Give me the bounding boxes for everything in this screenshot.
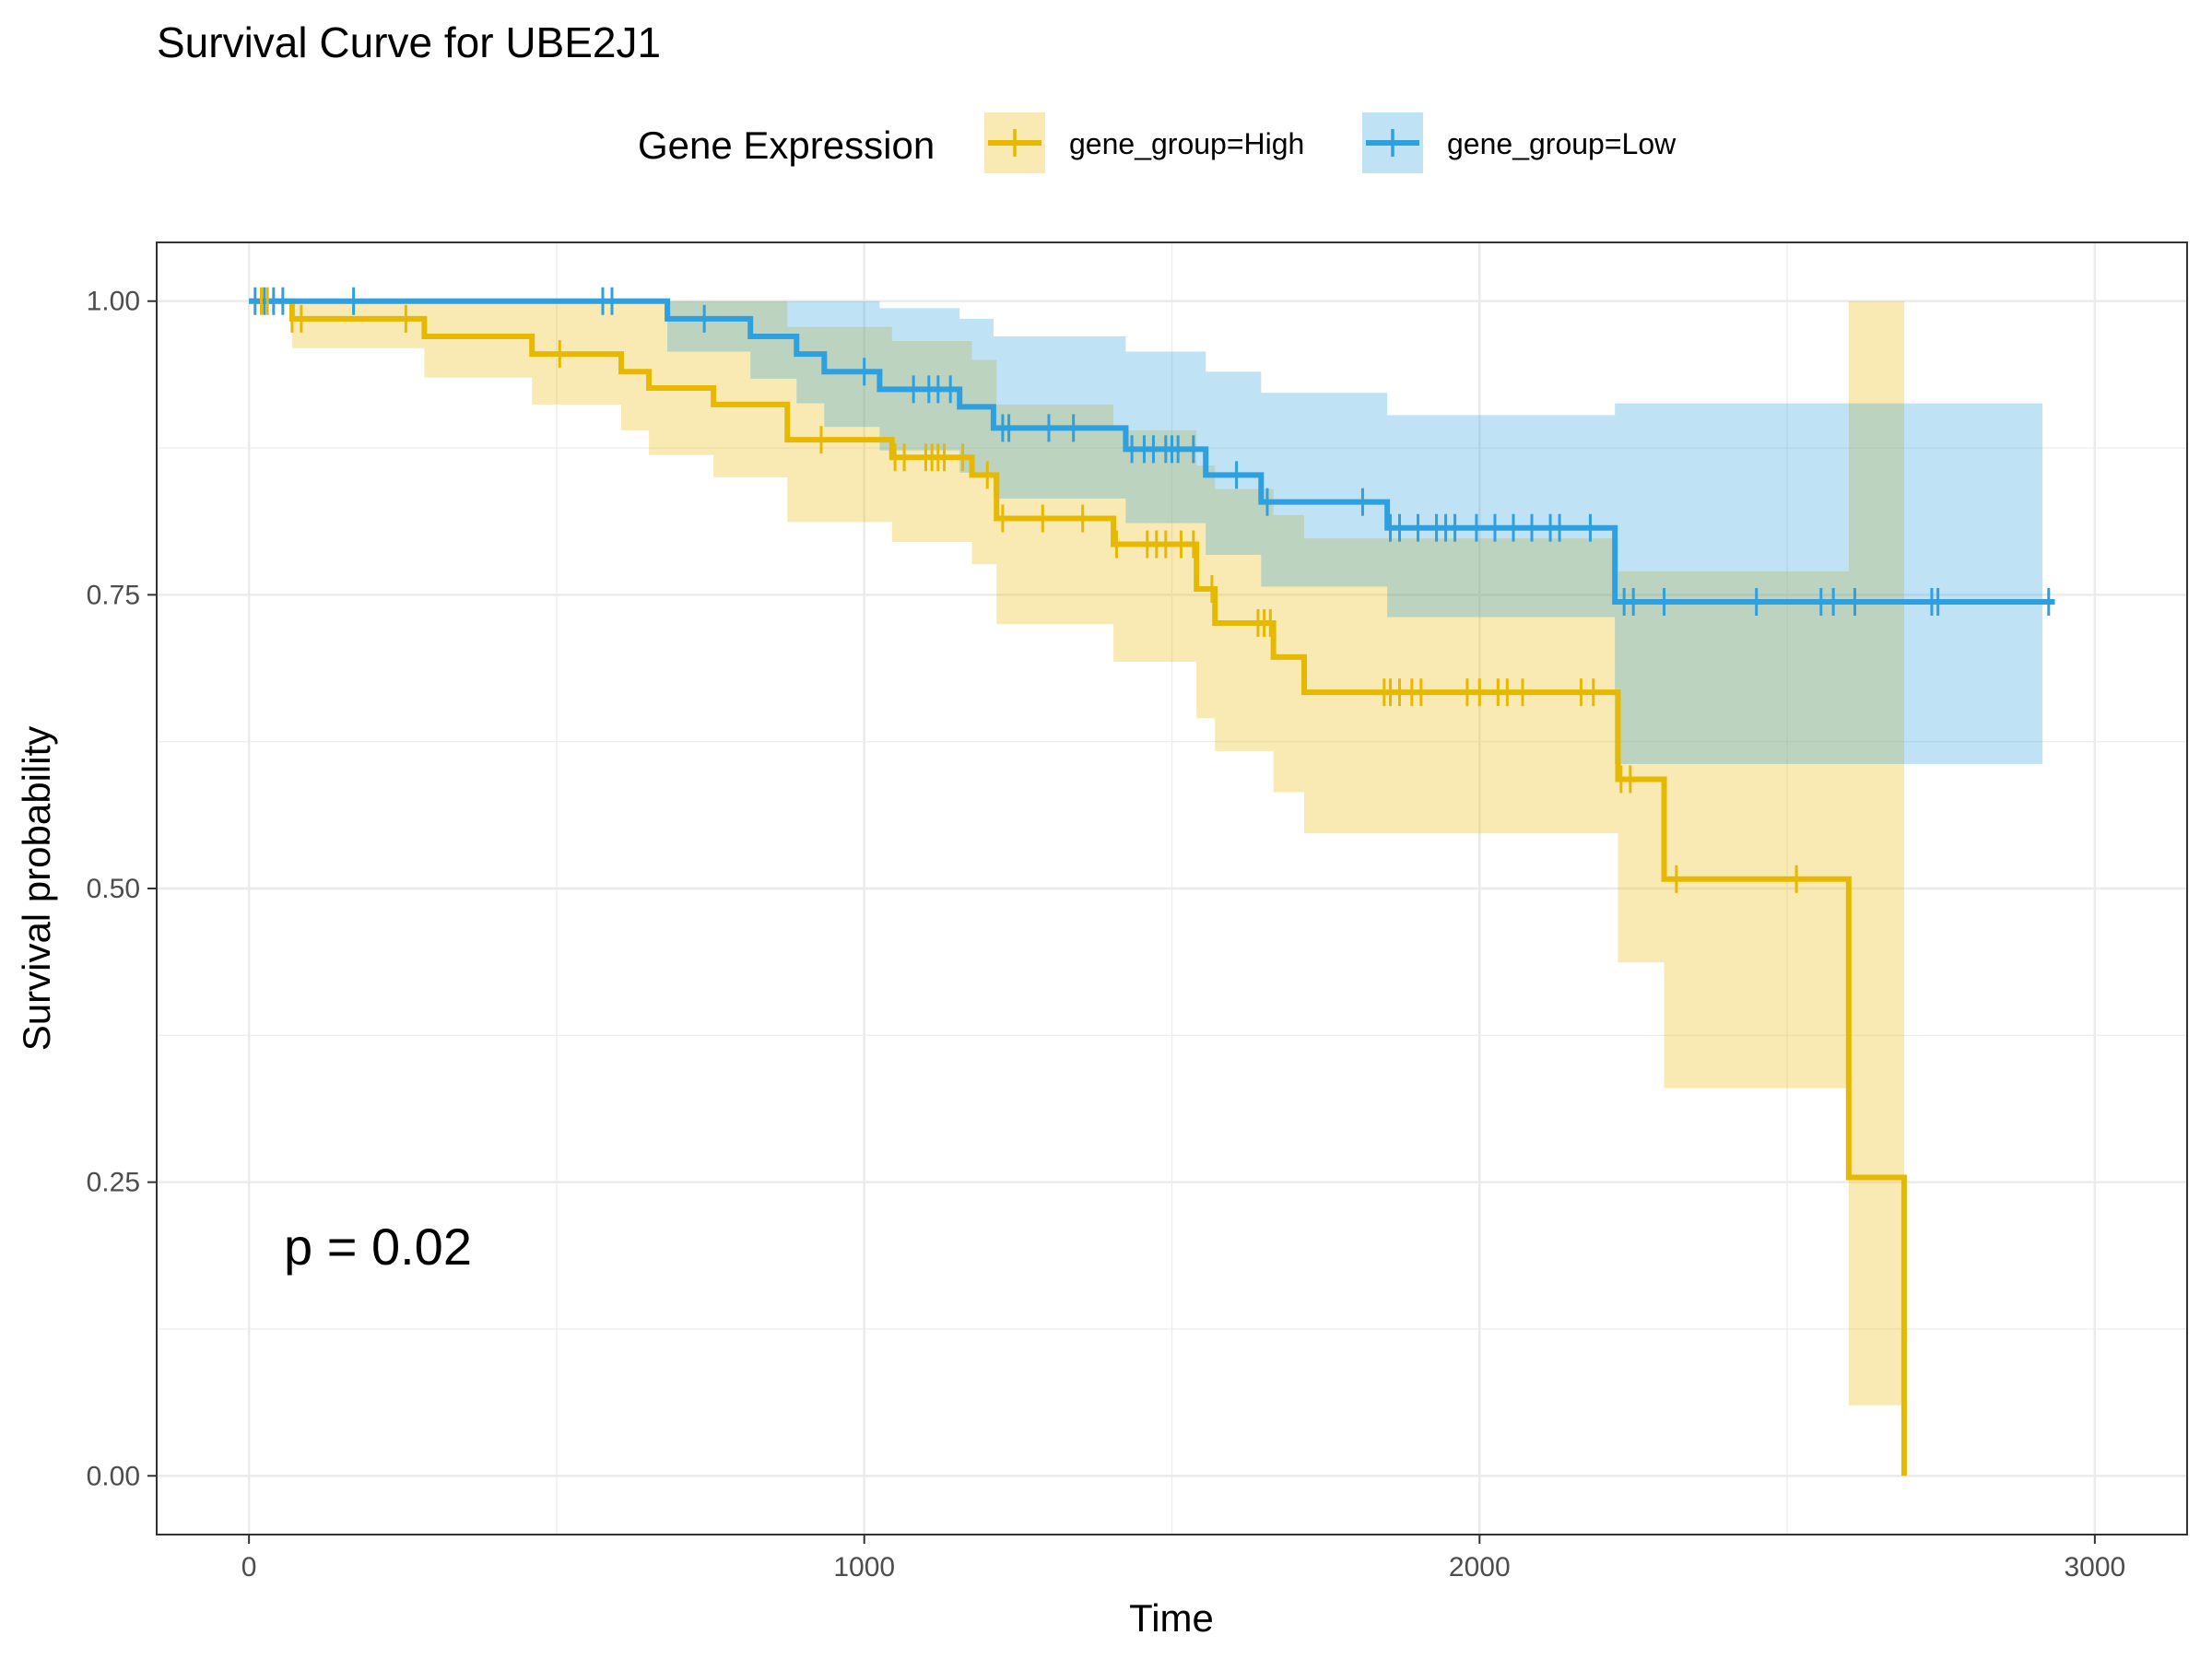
confidence-bands: [249, 300, 2043, 1477]
survival-curves: [249, 298, 2055, 1477]
x-axis-ticks: 0 1000 2000 3000: [241, 1535, 2125, 1583]
x-tick-label: 3000: [2064, 1552, 2125, 1583]
legend: Gene Expression gene_group=High gene_gro…: [638, 112, 1677, 173]
chart-title: Survival Curve for UBE2J1: [157, 18, 661, 66]
x-tick-label: 0: [241, 1552, 257, 1583]
y-axis-ticks: 0.00 0.25 0.50 0.75 1.00: [87, 287, 157, 1491]
grid: [157, 242, 2187, 1535]
y-tick-label: 0.25: [87, 1168, 140, 1198]
y-tick-label: 0.00: [87, 1461, 140, 1491]
x-tick-label: 2000: [1449, 1552, 1511, 1583]
y-tick-label: 0.50: [87, 874, 140, 904]
y-tick-label: 0.75: [87, 580, 140, 610]
survival-curve-low: [249, 298, 2055, 606]
x-tick-label: 1000: [833, 1552, 895, 1583]
confidence-band-low: [249, 300, 2043, 764]
y-axis-title: Survival probability: [15, 726, 58, 1052]
x-axis-title: Time: [1129, 1596, 1214, 1640]
censor-marks: [253, 287, 2051, 893]
legend-title: Gene Expression: [638, 124, 935, 167]
legend-label-low: gene_group=Low: [1447, 127, 1677, 160]
confidence-band-high: [249, 300, 1904, 1477]
legend-label-high: gene_group=High: [1069, 127, 1304, 160]
y-tick-label: 1.00: [87, 287, 140, 317]
p-value-annotation: p = 0.02: [284, 1218, 472, 1276]
survival-curve-high: [249, 298, 1907, 1477]
